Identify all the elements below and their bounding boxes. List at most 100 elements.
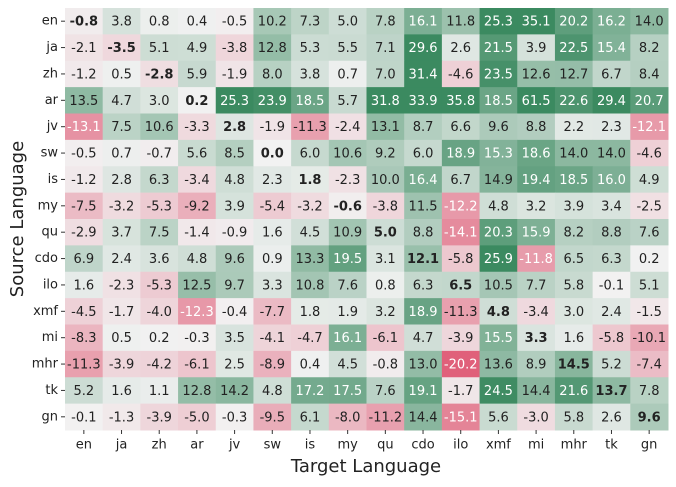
cell-label: -4.6 (448, 67, 473, 82)
heatmap-cell (366, 192, 405, 220)
cell-label: 3.5 (224, 331, 245, 346)
cell-label: 3.7 (111, 226, 132, 241)
cell-label: 21.6 (559, 384, 588, 399)
heatmap-cell (178, 377, 217, 405)
heatmap-cell (592, 139, 631, 167)
heatmap-cell (253, 271, 292, 299)
heatmap-cell (366, 166, 405, 194)
x-tick-label: ja (115, 438, 128, 453)
cell-label: -3.8 (373, 199, 398, 214)
x-tick-label: mhr (561, 438, 588, 453)
heatmap-cell (328, 377, 367, 405)
heatmap-cell (102, 377, 141, 405)
heatmap-cell (630, 34, 669, 62)
heatmap-cell (328, 271, 367, 299)
cell-label: -1.9 (260, 120, 285, 135)
x-tick-label: gn (641, 438, 658, 453)
cell-label: 7.6 (375, 384, 396, 399)
heatmap-cell (291, 324, 330, 352)
cell-label: 7.3 (300, 15, 321, 30)
heatmap-cell (328, 34, 367, 62)
cell-label: -4.0 (147, 305, 172, 320)
heatmap-cell (178, 245, 217, 273)
heatmap-cell (102, 34, 141, 62)
cell-label: 14.4 (409, 410, 438, 425)
heatmap-cell (215, 34, 254, 62)
cell-label: 12.8 (258, 41, 287, 56)
heatmap-cell (140, 113, 179, 141)
heatmap-cell (366, 245, 405, 273)
heatmap-cell (441, 8, 481, 35)
heatmap-cell (441, 60, 481, 88)
y-tick-label: ar (45, 93, 59, 108)
y-tick-label: qu (42, 225, 59, 240)
heatmap-cell (404, 219, 443, 246)
cell-label: 31.8 (371, 94, 400, 109)
cell-label: 0.5 (111, 331, 132, 346)
heatmap-cell (215, 192, 254, 220)
x-tick-label: jv (228, 438, 241, 453)
heatmap-cell (253, 377, 292, 405)
cell-label: 15.5 (484, 331, 513, 346)
heatmap-cell (178, 34, 217, 62)
heatmap-cell (102, 60, 141, 88)
cell-label: 7.1 (375, 41, 396, 56)
cell-label: 12.7 (559, 67, 588, 82)
cell-label: -2.4 (335, 120, 360, 135)
cell-label: 4.5 (337, 358, 358, 373)
cell-label: 7.5 (111, 120, 132, 135)
heatmap-cell (404, 8, 443, 35)
heatmap-cell (291, 245, 330, 273)
heatmap-cell (253, 34, 292, 62)
cell-label: -0.1 (71, 410, 96, 425)
cell-label: -7.5 (71, 199, 96, 214)
y-tick-label: mhr (32, 357, 59, 372)
cell-label: 7.8 (375, 15, 396, 30)
heatmap-cell (65, 8, 104, 35)
heatmap-cell (215, 166, 254, 194)
cell-label: 10.6 (333, 147, 362, 162)
cell-label: -3.0 (523, 410, 548, 425)
x-tick-label: mi (528, 438, 544, 453)
heatmap-cell (65, 271, 104, 299)
cell-label: -6.1 (373, 331, 398, 346)
heatmap-cell (404, 60, 443, 88)
heatmap-cell (102, 298, 141, 325)
cell-label: 13.6 (484, 358, 513, 373)
cell-label: 14.0 (559, 147, 588, 162)
heatmap-cell (517, 8, 556, 35)
cell-label: 7.6 (639, 226, 660, 241)
cell-label: 7.0 (375, 67, 396, 82)
cell-label: -0.8 (373, 358, 398, 373)
heatmap-cell (479, 34, 518, 62)
cell-label: 16.1 (333, 331, 362, 346)
heatmap-cell (102, 139, 141, 167)
cell-label: -0.7 (147, 147, 172, 162)
cell-label: 6.3 (149, 173, 170, 188)
heatmap-cell (215, 350, 254, 378)
heatmap-cell (328, 324, 367, 352)
cell-label: 2.4 (111, 252, 132, 267)
heatmap-cell (291, 350, 330, 378)
cell-label: 3.2 (375, 305, 396, 320)
cell-label: -4.2 (147, 358, 172, 373)
cell-label: 0.9 (262, 252, 283, 267)
heatmap-cell (592, 8, 631, 35)
cell-label: 35.1 (522, 15, 551, 30)
heatmap-cell (517, 60, 556, 88)
heatmap-cell (140, 245, 179, 273)
cell-label: -3.4 (184, 173, 209, 188)
cell-label: 1.6 (74, 278, 95, 293)
heatmap-cell (630, 166, 669, 194)
cell-label: 5.0 (337, 15, 358, 30)
heatmap-cell (404, 87, 443, 114)
heatmap-cell (592, 245, 631, 273)
cell-label: 14.2 (220, 384, 249, 399)
y-tick-label: mi (42, 330, 58, 345)
cell-label: 1.6 (563, 331, 584, 346)
cell-label: 25.3 (220, 94, 249, 109)
cell-label: -1.4 (184, 226, 209, 241)
cell-label: 3.0 (149, 94, 170, 109)
cell-label: 11.8 (446, 15, 475, 30)
